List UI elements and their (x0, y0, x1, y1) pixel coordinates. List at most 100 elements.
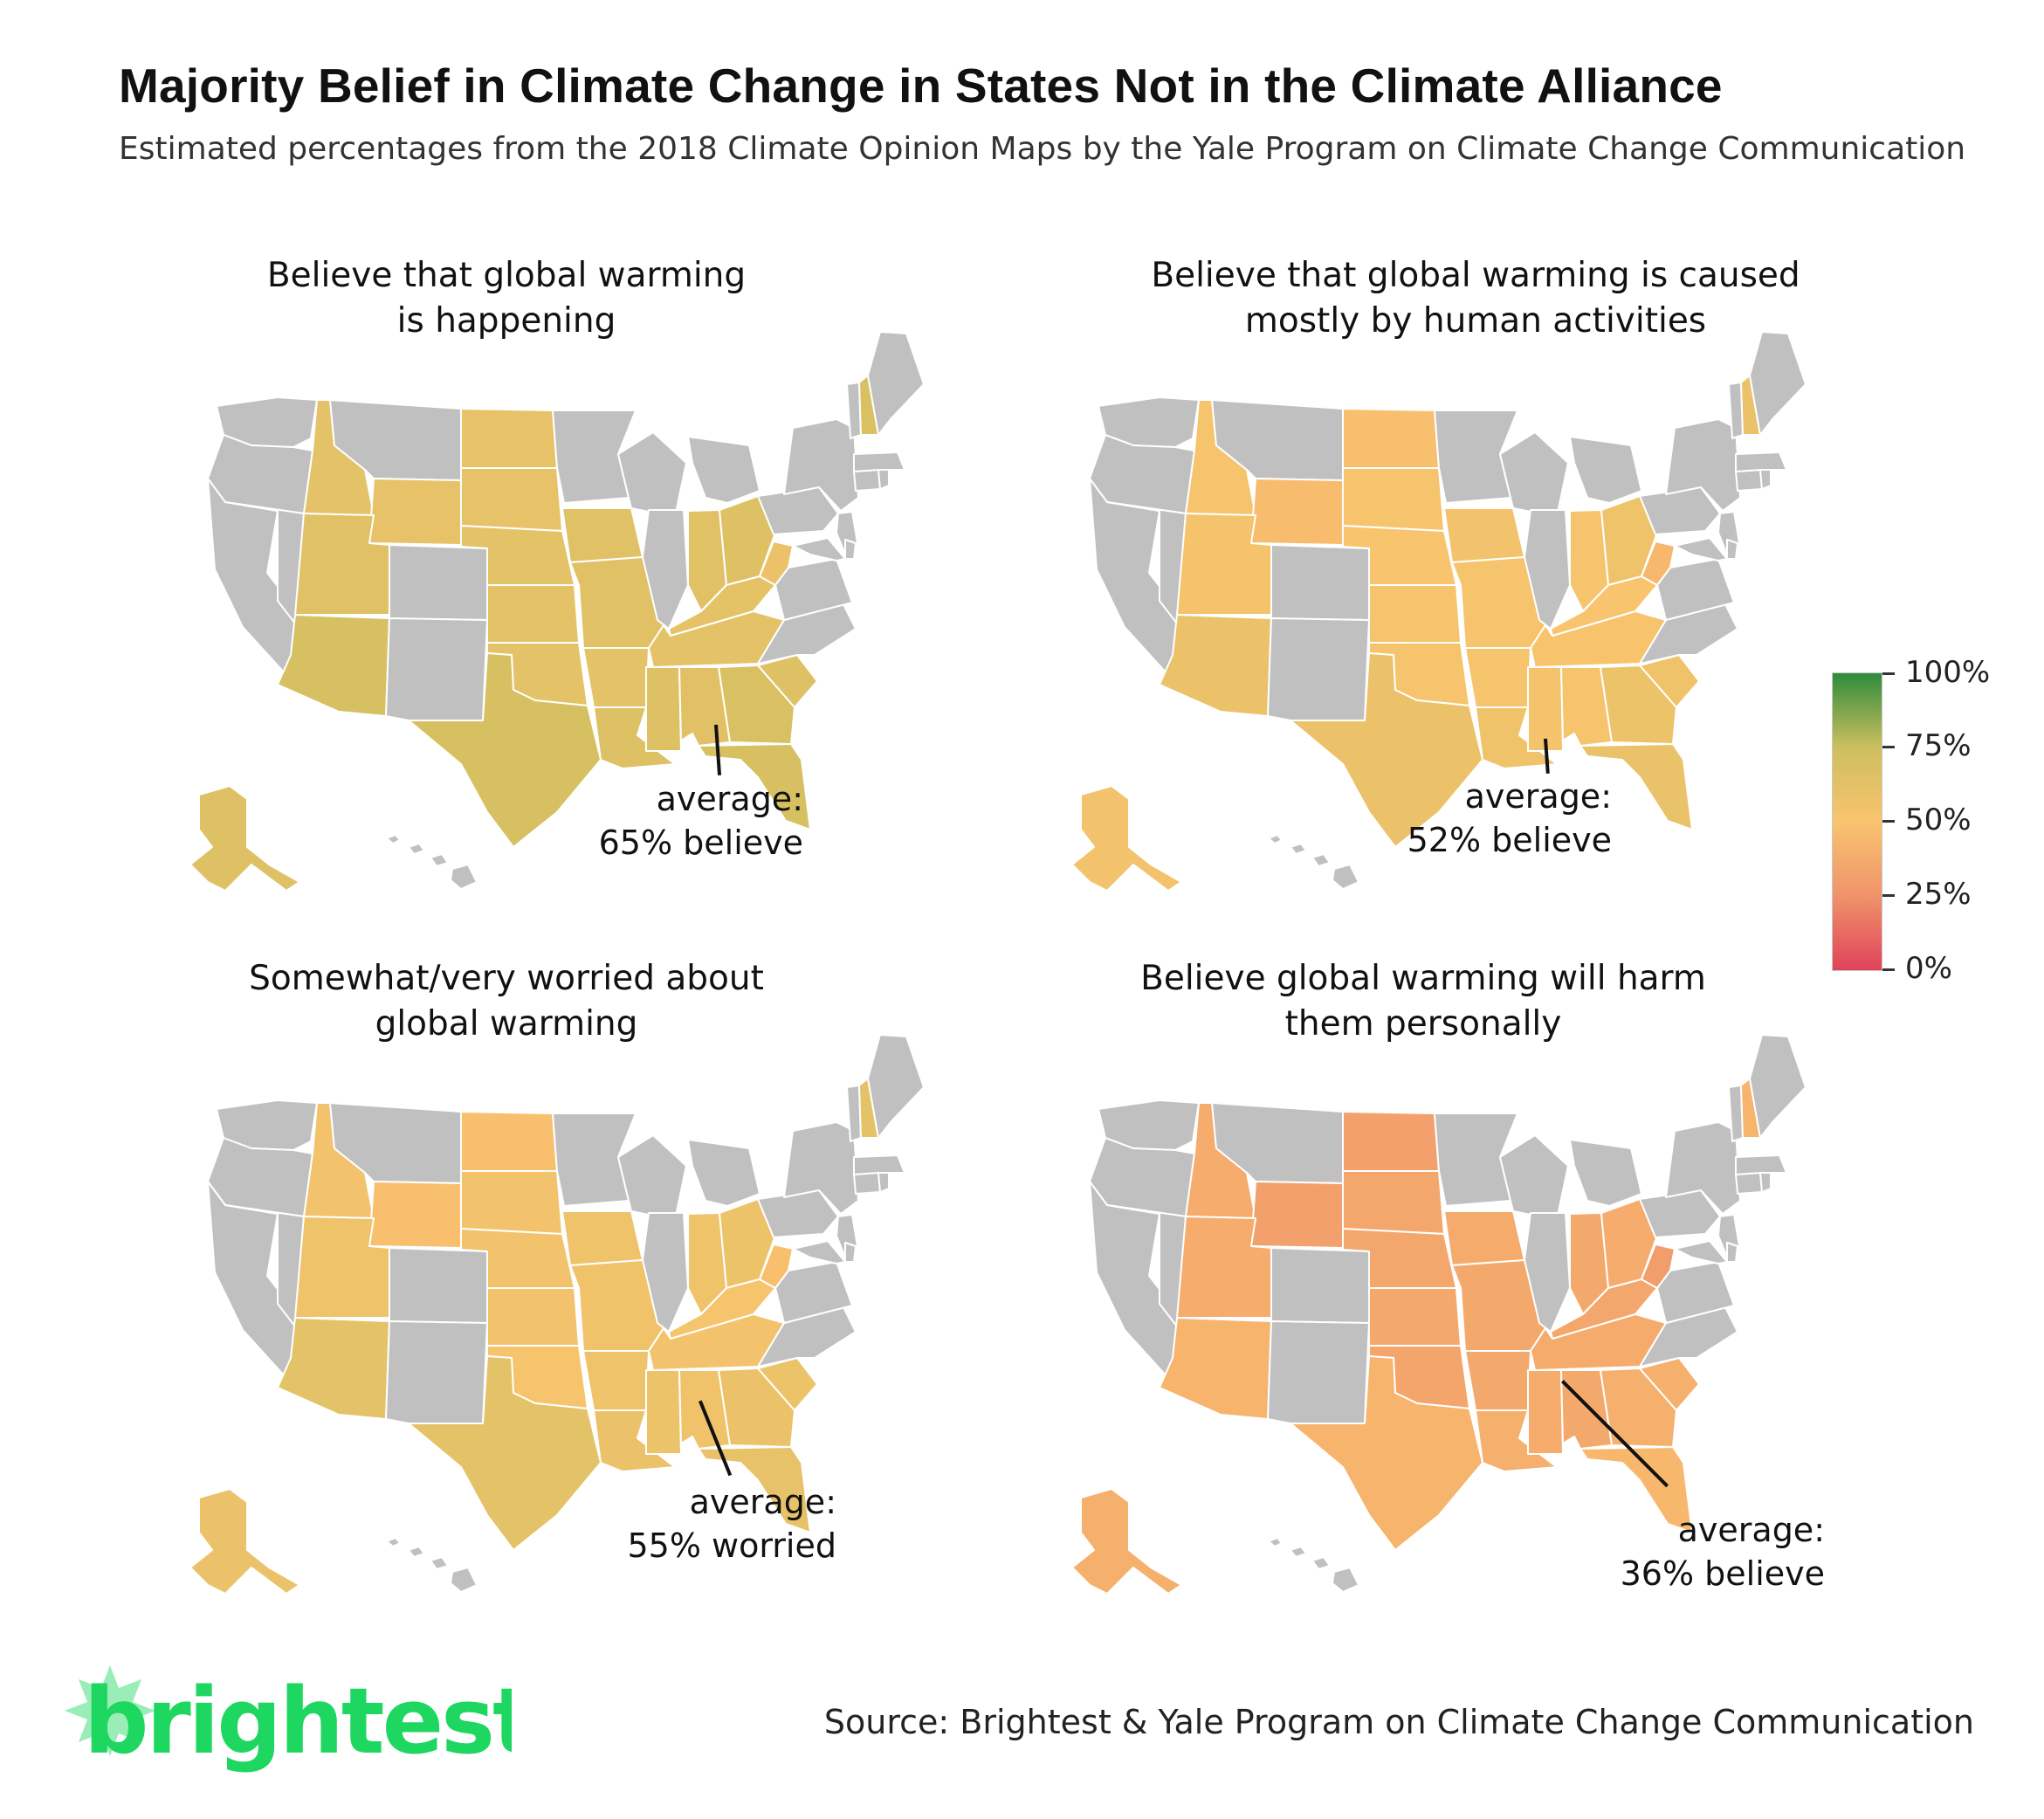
state-ms (1527, 1369, 1564, 1455)
state-ma (853, 1154, 905, 1175)
brightest-logo: brightest (65, 1665, 512, 1774)
state-hi (1332, 1567, 1359, 1593)
panel-title-line: Believe global warming will harm (1140, 959, 1706, 998)
state-ri (1759, 1172, 1772, 1193)
state-ct (1735, 1172, 1763, 1195)
state-me (1749, 1034, 1807, 1139)
page-subtitle: Estimated percentages from the 2018 Clim… (119, 131, 1966, 167)
state-wi (617, 1134, 687, 1221)
state-ks (1368, 584, 1462, 644)
state-nm (385, 617, 488, 721)
state-ia (561, 507, 643, 563)
average-label-line: average: (656, 780, 803, 818)
state-ak (189, 1488, 300, 1595)
panel-title: Believe global warming will harm them pe… (1039, 956, 1807, 1047)
state-ks (486, 1287, 580, 1347)
average-label-value: 52% believe (1407, 821, 1612, 859)
legend-tick (1882, 746, 1895, 748)
state-wy (1250, 1181, 1344, 1249)
state-wi (617, 431, 687, 518)
state-wi (1499, 1134, 1569, 1221)
state-nm (385, 1320, 488, 1424)
state-ak (1071, 785, 1182, 892)
state-shapes (189, 1034, 925, 1595)
state-tx (408, 652, 602, 848)
us-map (1071, 331, 1807, 892)
state-nv (224, 501, 305, 624)
state-ma (1735, 451, 1787, 472)
state-az (277, 614, 390, 717)
state-ga (718, 1368, 795, 1448)
panel-title-line: them personally (1284, 1004, 1562, 1044)
state-ri (877, 1172, 890, 1193)
state-hi (450, 864, 478, 890)
state-wi (1499, 431, 1569, 518)
state-fl (1579, 743, 1693, 830)
state-ga (1600, 665, 1677, 745)
source-note: Source: Brightest & Yale Program on Clim… (823, 1703, 1974, 1741)
legend-tick (1882, 820, 1895, 823)
state-de (1726, 539, 1738, 560)
panel-title-line: Believe that global warming (266, 256, 747, 295)
state-sd (460, 1170, 563, 1235)
state-nv (1106, 1204, 1187, 1327)
state-ri (1759, 469, 1772, 490)
state-ar (1464, 1350, 1531, 1411)
state-mi (1569, 1139, 1642, 1207)
state-ar (582, 1350, 650, 1411)
state-nd (1342, 1111, 1440, 1172)
state-shapes (1071, 331, 1807, 892)
state-tx (1290, 652, 1483, 848)
page-title: Majority Belief in Climate Change in Sta… (119, 59, 1723, 113)
state-wy (368, 1181, 462, 1249)
average-label: average: 55% worried (522, 1480, 836, 1568)
color-scale-legend: 100% 75% 50% 25% 0% (1825, 655, 2026, 986)
state-wv (1641, 1244, 1676, 1289)
state-de (844, 1242, 857, 1263)
state-ct (853, 469, 881, 492)
state-ct (1735, 469, 1763, 492)
state-co (1270, 544, 1370, 621)
legend-tick (1882, 894, 1895, 897)
state-shapes (189, 331, 925, 892)
average-label: average: 65% believe (489, 777, 803, 865)
map-panel-happening: Believe that global warming is happening… (122, 253, 1048, 917)
state-mi (1569, 436, 1642, 504)
state-tx (408, 1355, 602, 1551)
state-ma (853, 451, 905, 472)
map-panel-worried: Somewhat/very worried about global warmi… (122, 956, 1048, 1620)
legend-label-25: 25% (1905, 877, 1972, 912)
legend-label-100: 100% (1905, 655, 1991, 690)
us-map (189, 1034, 925, 1595)
state-wy (368, 478, 462, 546)
state-hi (1290, 843, 1307, 855)
average-label: average: 52% believe (1297, 775, 1612, 862)
state-hi (1268, 834, 1283, 844)
state-hi (386, 834, 401, 844)
state-tx (1290, 1355, 1483, 1551)
state-ct (853, 1172, 881, 1195)
state-nd (460, 408, 558, 469)
state-nm (1267, 617, 1370, 721)
state-hi (408, 843, 425, 855)
starburst-icon (65, 1665, 155, 1756)
state-ar (582, 647, 650, 708)
state-wy (1250, 478, 1344, 546)
panel-title-line: Somewhat/very worried about (249, 959, 764, 998)
map-panel-human-caused: Believe that global warming is caused mo… (1004, 253, 1930, 917)
state-ny (1665, 1121, 1741, 1215)
state-sd (1342, 1170, 1445, 1235)
state-hi (1268, 1537, 1283, 1547)
state-me (1749, 331, 1807, 436)
state-ri (877, 469, 890, 490)
us-map (189, 331, 925, 892)
state-co (389, 1247, 488, 1324)
panel-title-line: Believe that global warming is caused (1151, 256, 1800, 295)
state-de (1726, 1242, 1738, 1263)
state-mi (687, 1139, 760, 1207)
state-sd (460, 467, 563, 532)
state-ak (189, 785, 300, 892)
color-scale-bar (1832, 672, 1882, 971)
legend-label-50: 50% (1905, 803, 1972, 837)
state-hi (430, 1556, 449, 1570)
